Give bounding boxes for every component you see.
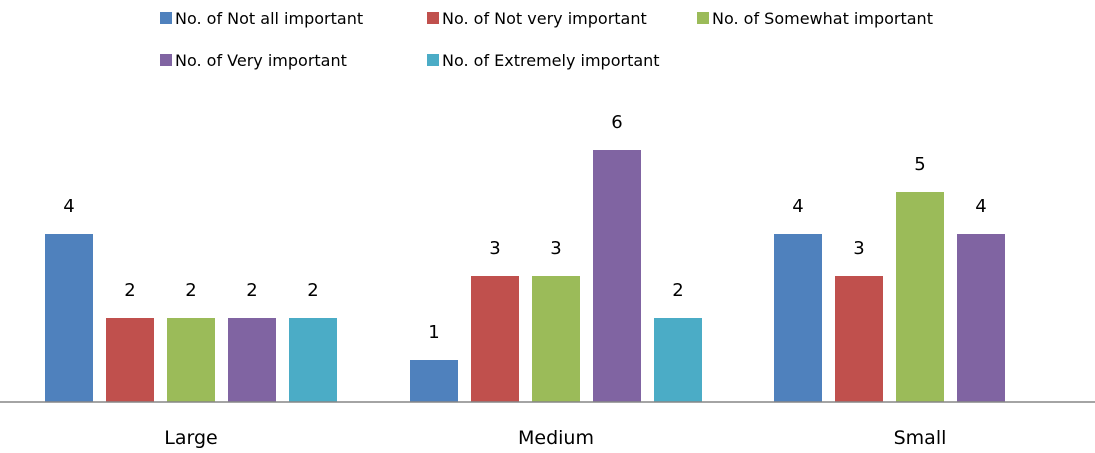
- bar-medium-no-of-not-all-important: [410, 360, 458, 402]
- bar-small-no-of-not-very-important: [835, 276, 883, 402]
- bar-medium-no-of-not-very-important: [471, 276, 519, 402]
- bar-small-no-of-somewhat-important: [896, 192, 944, 402]
- data-label-small-no-of-very-important: 4: [975, 196, 986, 217]
- bar-medium-no-of-somewhat-important: [532, 276, 580, 402]
- legend-item-no-of-very-important: No. of Very important: [160, 51, 347, 70]
- data-label-medium-no-of-not-all-important: 1: [428, 322, 439, 343]
- legend-swatch-no-of-very-important: [160, 54, 172, 66]
- data-label-small-no-of-somewhat-important: 5: [914, 154, 925, 175]
- legend-label-no-of-very-important: No. of Very important: [175, 51, 347, 70]
- legend: No. of Not all important No. of Not very …: [160, 9, 933, 70]
- legend-item-no-of-somewhat-important: No. of Somewhat important: [697, 9, 933, 28]
- bar-medium-no-of-very-important: [593, 150, 641, 402]
- bars: [45, 150, 1005, 402]
- category-label-medium: Medium: [518, 427, 594, 449]
- data-label-medium-no-of-extremely-important: 2: [672, 280, 683, 301]
- x-axis-categories: Large Medium Small: [164, 427, 946, 449]
- data-label-large-no-of-extremely-important: 2: [307, 280, 318, 301]
- category-label-large: Large: [164, 427, 217, 449]
- legend-swatch-no-of-not-very-important: [427, 12, 439, 24]
- legend-item-no-of-not-very-important: No. of Not very important: [427, 9, 647, 28]
- category-label-small: Small: [894, 427, 947, 449]
- legend-label-no-of-extremely-important: No. of Extremely important: [442, 51, 660, 70]
- data-labels: 4 2 2 2 2 1 3 3 6 2 4 3 5 4: [63, 112, 986, 343]
- legend-swatch-no-of-somewhat-important: [697, 12, 709, 24]
- legend-swatch-no-of-extremely-important: [427, 54, 439, 66]
- bar-large-no-of-somewhat-important: [167, 318, 215, 402]
- legend-item-no-of-extremely-important: No. of Extremely important: [427, 51, 660, 70]
- legend-label-no-of-somewhat-important: No. of Somewhat important: [712, 9, 933, 28]
- data-label-small-no-of-not-very-important: 3: [853, 238, 864, 259]
- data-label-large-no-of-somewhat-important: 2: [185, 280, 196, 301]
- bar-small-no-of-not-all-important: [774, 234, 822, 402]
- bar-medium-no-of-extremely-important: [654, 318, 702, 402]
- bar-large-no-of-not-very-important: [106, 318, 154, 402]
- data-label-medium-no-of-somewhat-important: 3: [550, 238, 561, 259]
- data-label-large-no-of-not-very-important: 2: [124, 280, 135, 301]
- legend-swatch-no-of-not-all-important: [160, 12, 172, 24]
- legend-item-no-of-not-all-important: No. of Not all important: [160, 9, 363, 28]
- data-label-medium-no-of-not-very-important: 3: [489, 238, 500, 259]
- data-label-large-no-of-very-important: 2: [246, 280, 257, 301]
- data-label-large-no-of-not-all-important: 4: [63, 196, 74, 217]
- legend-label-no-of-not-all-important: No. of Not all important: [175, 9, 363, 28]
- data-label-small-no-of-not-all-important: 4: [792, 196, 803, 217]
- bar-large-no-of-extremely-important: [289, 318, 337, 402]
- legend-label-no-of-not-very-important: No. of Not very important: [442, 9, 647, 28]
- bar-large-no-of-very-important: [228, 318, 276, 402]
- data-label-medium-no-of-very-important: 6: [611, 112, 622, 133]
- bar-large-no-of-not-all-important: [45, 234, 93, 402]
- bar-small-no-of-very-important: [957, 234, 1005, 402]
